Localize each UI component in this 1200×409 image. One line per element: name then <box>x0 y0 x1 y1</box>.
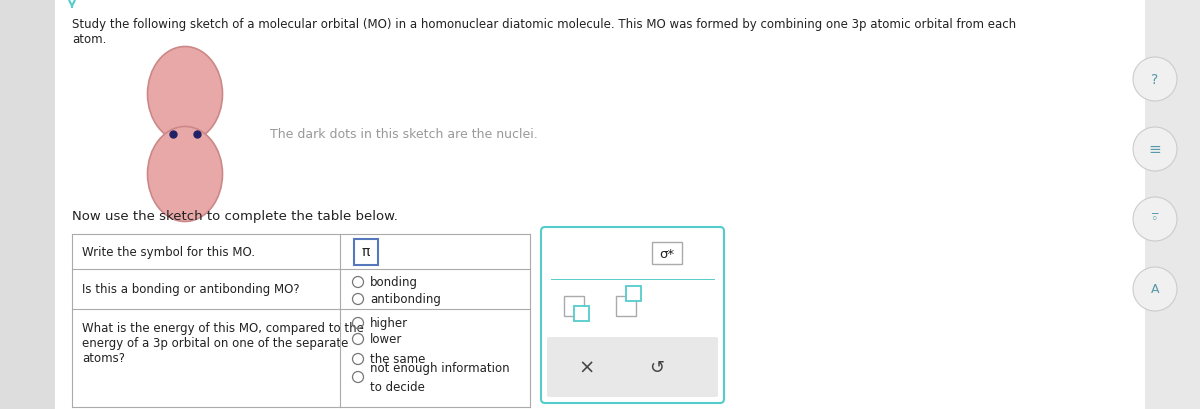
Text: atom.: atom. <box>72 33 107 46</box>
Text: higher: higher <box>370 317 408 330</box>
Ellipse shape <box>148 127 222 222</box>
Text: not enough information: not enough information <box>370 361 510 374</box>
Ellipse shape <box>148 47 222 142</box>
Circle shape <box>1133 198 1177 241</box>
FancyBboxPatch shape <box>574 306 589 321</box>
Circle shape <box>1133 58 1177 102</box>
Text: ?: ? <box>1151 73 1159 87</box>
Text: π: π <box>362 245 370 259</box>
Circle shape <box>1133 128 1177 172</box>
Text: σ: σ <box>568 245 578 262</box>
Text: σ*: σ* <box>660 247 674 260</box>
Text: Write the symbol for this MO.: Write the symbol for this MO. <box>82 245 256 258</box>
Text: ≡: ≡ <box>1148 142 1162 157</box>
Text: to decide: to decide <box>370 380 425 393</box>
Text: ↺: ↺ <box>649 358 665 376</box>
Text: lower: lower <box>370 333 402 346</box>
FancyBboxPatch shape <box>652 243 682 264</box>
FancyBboxPatch shape <box>626 286 641 301</box>
Text: Is this a bonding or antibonding MO?: Is this a bonding or antibonding MO? <box>82 283 300 296</box>
Text: Study the following sketch of a molecular orbital (MO) in a homonuclear diatomic: Study the following sketch of a molecula… <box>72 18 1016 31</box>
FancyBboxPatch shape <box>541 227 724 403</box>
Text: bonding: bonding <box>370 276 418 289</box>
Text: Now use the sketch to complete the table below.: Now use the sketch to complete the table… <box>72 209 398 222</box>
FancyBboxPatch shape <box>564 296 584 316</box>
Text: antibonding: antibonding <box>370 293 440 306</box>
Text: the same: the same <box>370 353 425 366</box>
FancyBboxPatch shape <box>354 239 378 265</box>
Text: What is the energy of this MO, compared to the
energy of a 3p orbital on one of : What is the energy of this MO, compared … <box>82 321 364 364</box>
Circle shape <box>1133 267 1177 311</box>
Text: The dark dots in this sketch are the nuclei.: The dark dots in this sketch are the nuc… <box>270 128 538 141</box>
FancyBboxPatch shape <box>616 296 636 316</box>
FancyBboxPatch shape <box>55 0 1145 409</box>
FancyBboxPatch shape <box>547 337 718 397</box>
Text: π: π <box>614 245 625 262</box>
Text: ×: × <box>578 357 595 377</box>
Text: ◦̅: ◦̅ <box>1151 213 1159 226</box>
Text: A: A <box>1151 283 1159 296</box>
FancyBboxPatch shape <box>0 0 55 409</box>
